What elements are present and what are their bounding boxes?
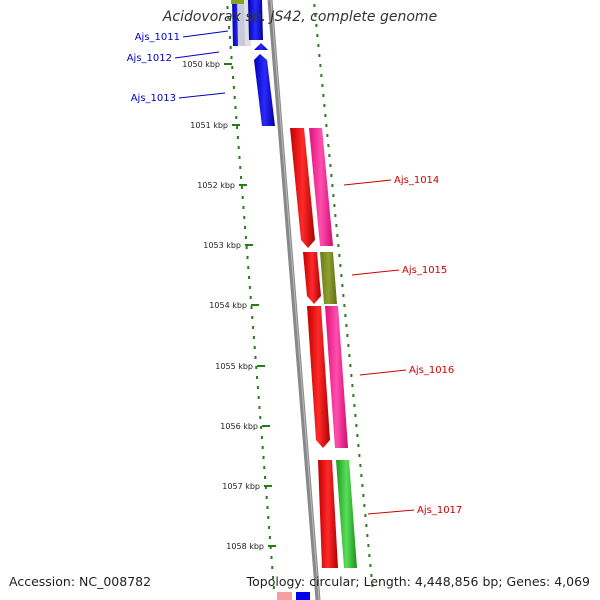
- cds-ajs-1012[interactable]: [248, 0, 263, 40]
- cog-track: [309, 128, 357, 568]
- gene-label-leader: [359, 369, 407, 376]
- ruler-tick-label: 1058 kbp: [226, 542, 264, 551]
- ruler-tick-label: 1051 kbp: [190, 121, 228, 130]
- kbp-ruler: 1050 kbp 1051 kbp 1052 kbp 1053 kbp 1054 kbp…: [182, 60, 276, 551]
- gene-label-leader: [343, 179, 392, 186]
- gene-label-ajs-1011[interactable]: Ajs_1011: [135, 32, 180, 43]
- gene-label-leader: [174, 51, 220, 59]
- genome-summary-text: Topology: circular; Length: 4,448,856 bp…: [246, 574, 590, 589]
- gene-label-ajs-1014[interactable]: Ajs_1014: [394, 175, 439, 186]
- gene-label-ajs-1015[interactable]: Ajs_1015: [402, 265, 447, 276]
- cds-ajs-1014[interactable]: [290, 128, 315, 248]
- ruler-tick-label: 1052 kbp: [197, 181, 235, 190]
- ruler-tick-label: 1053 kbp: [203, 241, 241, 250]
- gene-label-ajs-1017[interactable]: Ajs_1017: [417, 505, 462, 516]
- ruler-tick-label: 1050 kbp: [182, 60, 220, 69]
- ruler-tick-label: 1056 kbp: [220, 422, 258, 431]
- cog-ajs-1016: [325, 306, 348, 448]
- cds-ajs-1016[interactable]: [307, 306, 330, 448]
- cog-ajs-1014: [309, 128, 333, 246]
- cds-ajs-1017[interactable]: [318, 460, 338, 568]
- gene-label-ajs-1016[interactable]: Ajs_1016: [409, 365, 454, 376]
- ruler-tick-label: 1055 kbp: [215, 362, 253, 371]
- ruler-tick-label: 1054 kbp: [209, 301, 247, 310]
- cds-ajs-1013[interactable]: [254, 54, 275, 126]
- inner-dotted-track: [226, 6, 275, 589]
- bottom-partial-features: [277, 592, 310, 600]
- ruler-tick-label: 1057 kbp: [222, 482, 260, 491]
- cds-ajs-1012-head: [254, 43, 268, 50]
- gene-labels: Ajs_1011 Ajs_1012 Ajs_1013 Ajs_1014 Ajs_1015…: [127, 30, 462, 516]
- gene-label-leader: [178, 92, 226, 99]
- gene-label-leader: [351, 269, 400, 276]
- genome-backbone: [267, 0, 321, 600]
- map-title: Acidovorax sp. JS42, complete genome: [162, 9, 438, 25]
- cog-ajs-1017: [336, 460, 357, 568]
- reverse-cds-track: [231, 0, 275, 126]
- cog-ajs-1015: [320, 252, 337, 304]
- forward-cds-track: [290, 128, 338, 568]
- cds-ajs-1015[interactable]: [303, 252, 321, 304]
- gene-label-leader: [182, 30, 229, 38]
- gene-label-ajs-1013[interactable]: Ajs_1013: [131, 93, 176, 104]
- gene-label-ajs-1012[interactable]: Ajs_1012: [127, 53, 172, 64]
- outer-dotted-track: [313, 4, 374, 587]
- gene-label-leader: [367, 509, 415, 515]
- accession-text: Accession: NC_008782: [9, 574, 152, 589]
